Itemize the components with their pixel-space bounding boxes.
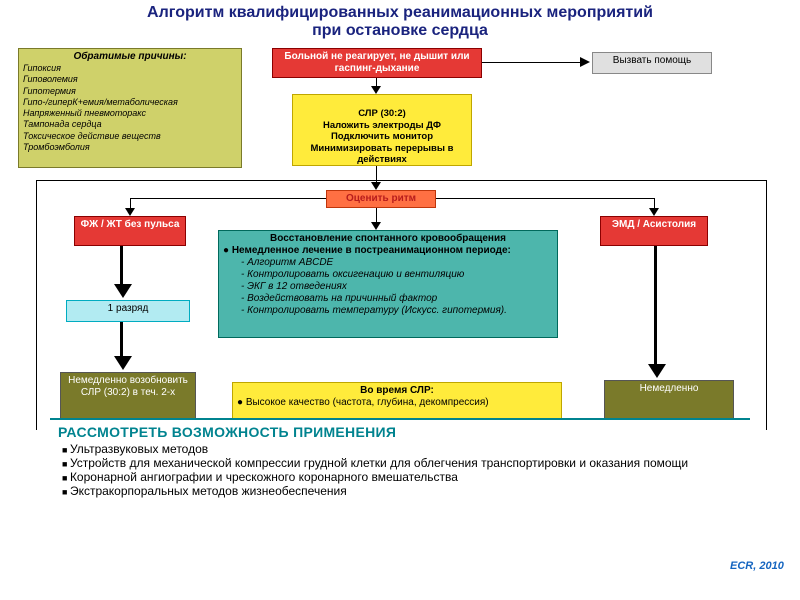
resume-cpr-right-box: Немедленно bbox=[604, 380, 734, 422]
cause-item: Тампонада сердца bbox=[23, 119, 237, 130]
cause-item: Тромбоэмболия bbox=[23, 142, 237, 153]
overlay-item: Ультразвуковых методов bbox=[62, 442, 742, 456]
cause-item: Гиповолемия bbox=[23, 74, 237, 85]
overlay-item: Коронарной ангиографии и чрескожного кор… bbox=[62, 470, 742, 484]
rosc-item: - Воздействовать на причинный фактор bbox=[241, 293, 553, 305]
rosc-item: - Контролировать оксигенацию и вентиляци… bbox=[241, 269, 553, 281]
assess-patient-box: Больной не реагирует, не дышит или гаспи… bbox=[272, 48, 482, 78]
rosc-items: - Алгоритм ABCDE - Контролировать оксиге… bbox=[223, 257, 553, 317]
assess-patient-text: Больной не реагирует, не дышит или гаспи… bbox=[284, 51, 469, 74]
cpr-text: СЛР (30:2) Наложить электроды ДФ Подключ… bbox=[311, 108, 454, 165]
call-help-box: Вызвать помощь bbox=[592, 52, 712, 74]
causes-list: Гипоксия Гиповолемия Гипотермия Гипо-/ги… bbox=[23, 63, 237, 153]
overlay-title: Рассмотреть возможность применения bbox=[58, 424, 742, 440]
cause-item: Гипоксия bbox=[23, 63, 237, 74]
arrow-down-icon bbox=[371, 222, 381, 230]
arrow-down-icon bbox=[114, 356, 132, 370]
one-shock-box: 1 разряд bbox=[66, 300, 190, 322]
during-cpr-box: Во время СЛР: ● Высокое качество (частот… bbox=[232, 382, 562, 422]
connector bbox=[436, 198, 654, 199]
causes-box: Обратимые причины: Гипоксия Гиповолемия … bbox=[18, 48, 242, 168]
connector bbox=[120, 246, 123, 286]
connector bbox=[130, 198, 326, 199]
arrow-down-icon bbox=[371, 86, 381, 94]
ecr-citation: ECR, 2010 bbox=[730, 560, 784, 572]
cause-item: Напряженный пневмоторакс bbox=[23, 108, 237, 119]
cpr-box: СЛР (30:2) Наложить электроды ДФ Подключ… bbox=[292, 94, 472, 166]
during-cpr-heading: Во время СЛР: bbox=[237, 385, 557, 397]
causes-heading: Обратимые причины: bbox=[23, 51, 237, 63]
emd-text: ЭМД / Асистолия bbox=[612, 219, 696, 230]
arrow-down-icon bbox=[649, 208, 659, 216]
during-cpr-line: ● Высокое качество (частота, глубина, де… bbox=[237, 397, 557, 409]
cause-item: Гипо-/гиперК+емия/метаболическая bbox=[23, 97, 237, 108]
title-line1: Алгоритм квалифицированных реанимационны… bbox=[147, 4, 653, 21]
arrow-down-icon bbox=[125, 208, 135, 216]
resume-cpr-left-box: Немедленно возобновить СЛР (30:2) в теч.… bbox=[60, 372, 196, 420]
arrow-down-icon bbox=[114, 284, 132, 298]
resume-cpr-left-text: Немедленно возобновить СЛР (30:2) в теч.… bbox=[68, 375, 188, 398]
connector bbox=[482, 62, 582, 63]
arrow-down-icon bbox=[648, 364, 666, 378]
rosc-sub: ● Немедленное лечение в постреанимационн… bbox=[223, 245, 553, 257]
loop-line bbox=[766, 180, 767, 430]
vf-vt-box: ФЖ / ЖТ без пульса bbox=[74, 216, 186, 246]
cause-item: Токсическое действие веществ bbox=[23, 131, 237, 142]
overlay-list: Ультразвуковых методов Устройств для мех… bbox=[58, 442, 742, 498]
arrow-down-icon bbox=[371, 182, 381, 190]
rosc-item: - Алгоритм ABCDE bbox=[241, 257, 553, 269]
title-line2: при остановке сердца bbox=[312, 22, 488, 39]
assess-rhythm-text: Оценить ритм bbox=[346, 193, 416, 204]
connector bbox=[120, 322, 123, 358]
overlay-item: Экстракорпоральных методов жизнеобеспече… bbox=[62, 484, 742, 498]
loop-line bbox=[36, 180, 766, 181]
overlay-panel: Рассмотреть возможность применения Ультр… bbox=[50, 418, 750, 536]
resume-cpr-right-text: Немедленно bbox=[640, 383, 699, 394]
rosc-item: - ЭКГ в 12 отведениях bbox=[241, 281, 553, 293]
rosc-item: - Контролировать температуру (Искусс. ги… bbox=[241, 305, 553, 317]
assess-rhythm-box: Оценить ритм bbox=[326, 190, 436, 208]
cause-item: Гипотермия bbox=[23, 86, 237, 97]
loop-line bbox=[36, 180, 37, 430]
arrow-right-icon bbox=[580, 57, 590, 67]
call-help-text: Вызвать помощь bbox=[613, 55, 691, 66]
rosc-heading: Восстановление спонтанного кровообращени… bbox=[223, 233, 553, 245]
page-title: Алгоритм квалифицированных реанимационны… bbox=[0, 0, 800, 42]
vf-vt-text: ФЖ / ЖТ без пульса bbox=[81, 219, 180, 230]
overlay-item: Устройств для механической компрессии гр… bbox=[62, 456, 742, 470]
rosc-box: Восстановление спонтанного кровообращени… bbox=[218, 230, 558, 338]
connector bbox=[654, 246, 657, 366]
one-shock-text: 1 разряд bbox=[108, 303, 149, 314]
emd-box: ЭМД / Асистолия bbox=[600, 216, 708, 246]
